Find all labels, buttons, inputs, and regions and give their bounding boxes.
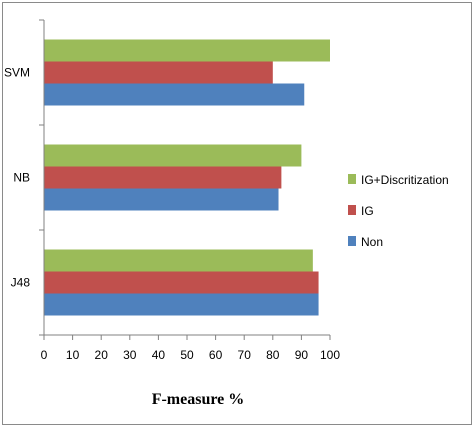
bar-j48-ig bbox=[44, 271, 319, 294]
x-tick-label: 100 bbox=[320, 348, 340, 362]
bars-group bbox=[44, 39, 330, 316]
category-label-j48: J48 bbox=[11, 276, 31, 290]
x-tick-label: 50 bbox=[180, 348, 194, 362]
bar-svm-ig-discritization bbox=[44, 39, 330, 62]
bar-svm-non bbox=[44, 83, 305, 106]
legend-label-non: Non bbox=[361, 235, 383, 249]
legend-swatch-ig-discritization bbox=[348, 174, 356, 184]
legend-label-ig-discritization: IG+Discritization bbox=[361, 173, 449, 187]
bar-nb-ig bbox=[44, 166, 282, 189]
tick-labels-group: 0 10 20 30 40 50 60 70 80 90 100 bbox=[41, 348, 341, 362]
x-tick-label: 10 bbox=[66, 348, 80, 362]
bar-nb-ig-discritization bbox=[44, 144, 302, 167]
x-tick-label: 20 bbox=[95, 348, 109, 362]
category-label-nb: NB bbox=[13, 171, 30, 185]
legend-swatch-ig bbox=[348, 205, 356, 215]
x-tick-label: 40 bbox=[152, 348, 166, 362]
x-tick-label: 0 bbox=[41, 348, 48, 362]
x-axis-label: F-measure % bbox=[152, 391, 245, 408]
category-labels-group: J48 NB SVM bbox=[4, 66, 30, 290]
bar-j48-ig-discritization bbox=[44, 249, 313, 272]
legend-swatch-non bbox=[348, 236, 356, 246]
bar-j48-non bbox=[44, 293, 319, 316]
x-tick-label: 30 bbox=[123, 348, 137, 362]
bar-svm-ig bbox=[44, 61, 273, 84]
x-tick-label: 90 bbox=[295, 348, 309, 362]
legend: IG+Discritization IG Non bbox=[348, 173, 449, 249]
category-label-svm: SVM bbox=[4, 66, 30, 80]
x-tick-label: 80 bbox=[266, 348, 280, 362]
x-tick-label: 70 bbox=[238, 348, 252, 362]
legend-label-ig: IG bbox=[361, 204, 374, 218]
x-tick-label: 60 bbox=[209, 348, 223, 362]
axes-group bbox=[39, 19, 331, 340]
bar-nb-non bbox=[44, 188, 279, 211]
